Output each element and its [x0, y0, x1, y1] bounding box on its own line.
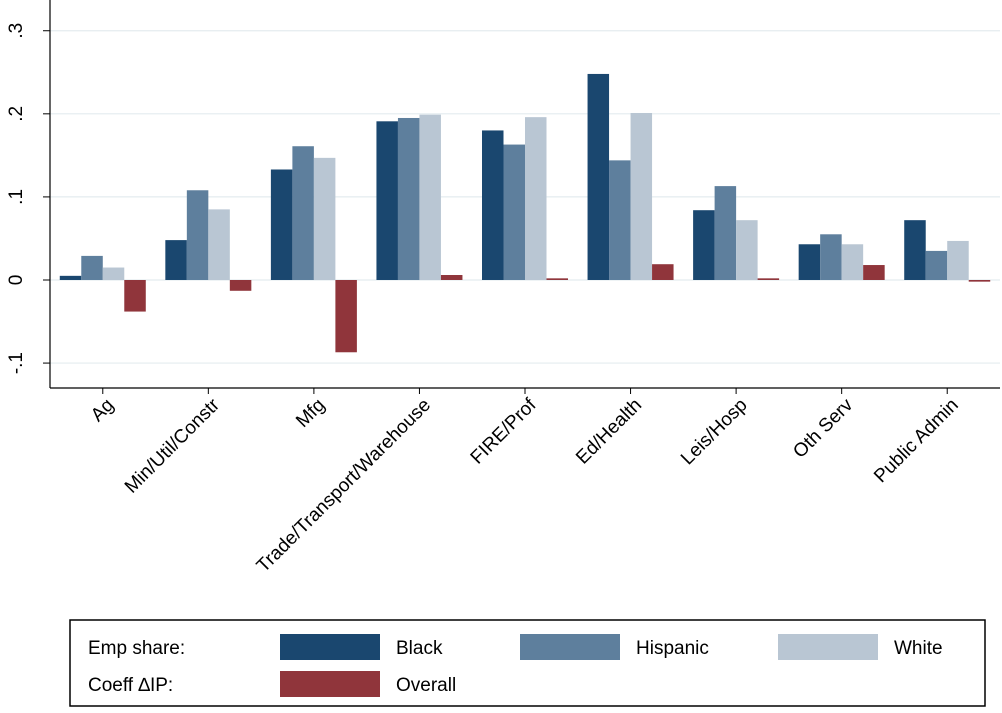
bar — [714, 186, 737, 280]
y-tick-label: .2 — [6, 106, 27, 122]
bar — [482, 130, 504, 280]
legend-swatch — [280, 671, 380, 697]
bar — [313, 157, 336, 280]
x-tick-label: Oth Serv — [789, 394, 857, 462]
bar — [102, 267, 125, 280]
bar — [292, 146, 314, 280]
bar — [229, 279, 252, 291]
legend-group-label: Emp share: — [88, 638, 185, 659]
legend-label: Hispanic — [636, 638, 709, 659]
bar — [81, 255, 103, 280]
bar — [736, 220, 758, 280]
x-tick-label: Trade/Transport/Warehouse — [253, 395, 435, 577]
bar — [947, 240, 969, 280]
x-tick-label: Public Admin — [870, 395, 963, 488]
bar — [503, 144, 525, 280]
x-tick-label: Mfg — [292, 395, 329, 432]
bar — [757, 278, 780, 280]
y-tick-label: 0 — [6, 275, 27, 286]
bar — [693, 210, 715, 280]
bar — [270, 169, 293, 280]
y-tick-label: -.1 — [6, 352, 27, 374]
x-tick-label: Ag — [87, 395, 118, 426]
bar — [397, 117, 420, 280]
y-tick-label: .3 — [6, 23, 27, 39]
x-tick-label: FIRE/Prof — [467, 394, 541, 468]
bar — [376, 121, 398, 280]
bar — [630, 112, 653, 280]
bar — [609, 160, 631, 280]
bar — [820, 234, 842, 280]
legend-group-label: Coeff ∆IP: — [88, 675, 173, 696]
bar — [904, 220, 926, 280]
bar — [124, 279, 146, 312]
legend-label: Overall — [396, 675, 456, 696]
bar — [335, 279, 357, 353]
x-tick-label: Leis/Hosp — [677, 395, 752, 470]
bar — [546, 278, 568, 280]
bar — [863, 265, 885, 280]
bar — [798, 244, 821, 280]
bar — [165, 240, 187, 280]
bar — [208, 209, 230, 280]
bar — [440, 275, 463, 280]
legend-box — [69, 619, 986, 707]
bar — [925, 250, 948, 280]
legend-label: Black — [396, 638, 443, 659]
bar — [587, 73, 610, 280]
x-tick-label: Min/Util/Constr — [121, 394, 224, 497]
legend-swatch — [280, 634, 380, 660]
x-tick-label: Ed/Health — [572, 395, 646, 469]
bar — [59, 275, 82, 280]
bar — [419, 114, 441, 280]
bar — [186, 190, 209, 280]
bar — [525, 117, 547, 280]
legend-swatch — [778, 634, 878, 660]
y-tick-label: .1 — [6, 189, 27, 205]
bar — [652, 264, 674, 280]
legend-swatch — [520, 634, 620, 660]
bar — [841, 244, 864, 280]
bar — [968, 279, 991, 282]
legend-label: White — [894, 638, 943, 659]
